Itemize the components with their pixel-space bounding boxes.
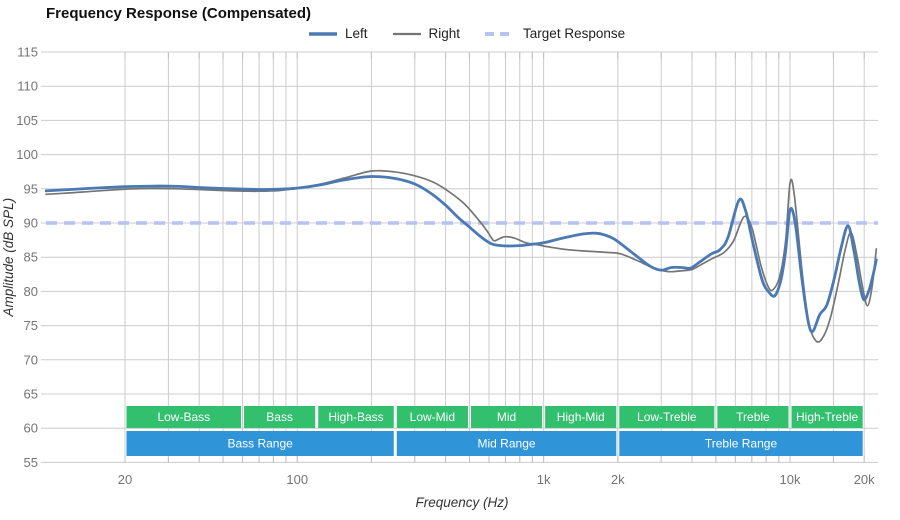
y-tick-label-55: 55 — [24, 455, 38, 470]
left-response-curve[interactable] — [45, 175, 878, 334]
y-tick-label-65: 65 — [24, 387, 38, 402]
band-label-mid-range: Mid Range — [478, 437, 536, 451]
right-line-swatch — [392, 32, 421, 35]
y-tick-label-80: 80 — [24, 284, 38, 299]
y-tick-label-95: 95 — [24, 181, 38, 196]
y-tick-label-60: 60 — [24, 421, 38, 436]
left-line-swatch — [309, 31, 337, 36]
band-high-mid[interactable] — [545, 406, 617, 428]
band-label-low-bass: Low-Bass — [157, 410, 210, 424]
y-tick-label-90: 90 — [24, 216, 38, 231]
x-tick-label-20k: 20k — [854, 472, 875, 487]
band-label-bass: Bass — [266, 410, 293, 424]
legend-label-target-response: Target Response — [523, 26, 626, 41]
chart-title: Frequency Response (Compensated) — [46, 5, 312, 22]
band-label-high-bass: High-Bass — [328, 410, 383, 424]
band-label-mid: Mid — [497, 410, 516, 424]
band-low-bass[interactable] — [126, 406, 242, 428]
x-axis-title: Frequency (Hz) — [415, 495, 508, 510]
band-label-high-treble: High-Treble — [796, 410, 859, 424]
legend: Left Right Target Response — [308, 26, 625, 41]
y-tick-label-105: 105 — [16, 113, 38, 128]
band-mid[interactable] — [470, 406, 543, 428]
band-label-low-mid: Low-Mid — [410, 410, 455, 424]
band-label-high-mid: High-Mid — [557, 410, 605, 424]
y-tick-label-110: 110 — [17, 79, 38, 94]
band-bass-range[interactable] — [126, 431, 394, 456]
band-treble[interactable] — [717, 406, 789, 428]
band-high-treble[interactable] — [791, 406, 863, 428]
legend-label-right: Right — [428, 26, 461, 41]
y-axis-title: Amplitude (dB SPL) — [1, 198, 16, 318]
y-tick-label-85: 85 — [24, 250, 38, 265]
band-label-bass-range: Bass Range — [227, 437, 293, 451]
y-tick-label-100: 100 — [16, 147, 38, 162]
legend-item-target-response[interactable]: Target Response — [484, 26, 625, 41]
x-tick-label-100: 100 — [286, 472, 308, 487]
x-tick-label-10k: 10k — [780, 472, 801, 487]
y-tick-label-75: 75 — [24, 318, 38, 333]
band-treble-range[interactable] — [619, 431, 863, 456]
x-tick-label-20: 20 — [118, 472, 132, 487]
target-line-swatch — [485, 31, 516, 36]
band-label-low-treble: Low-Treble — [637, 410, 697, 424]
x-tick-label-1k: 1k — [537, 472, 551, 487]
band-label-treble: Treble — [736, 410, 770, 424]
legend-item-right[interactable]: Right — [392, 26, 461, 41]
y-tick-label-115: 115 — [17, 45, 38, 60]
band-bass[interactable] — [244, 406, 316, 428]
x-tick-label-2k: 2k — [611, 472, 625, 487]
band-label-treble-range: Treble Range — [705, 437, 778, 451]
band-mid-range[interactable] — [396, 431, 617, 456]
legend-item-left[interactable]: Left — [308, 26, 368, 41]
band-high-bass[interactable] — [318, 406, 394, 428]
band-low-treble[interactable] — [619, 406, 715, 428]
y-tick-label-70: 70 — [24, 352, 38, 367]
legend-label-left: Left — [345, 26, 368, 41]
band-low-mid[interactable] — [396, 406, 468, 428]
